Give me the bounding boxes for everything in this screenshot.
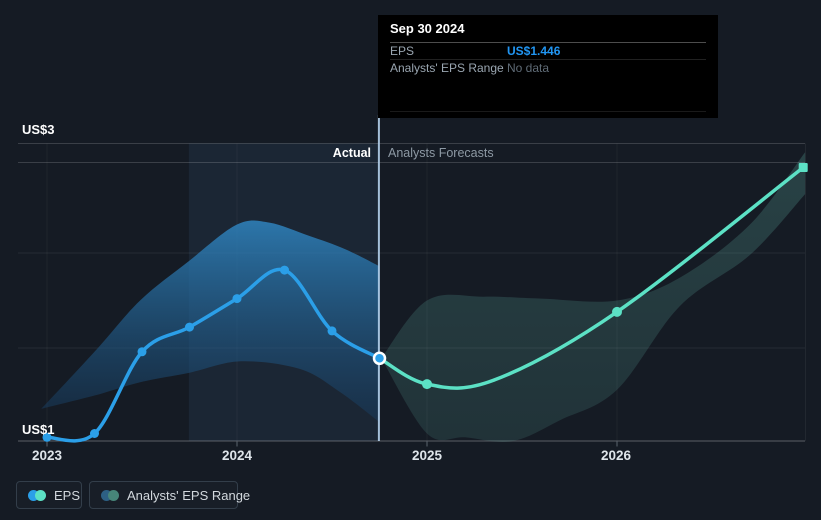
tooltip-bottom-divider: [390, 111, 706, 112]
tooltip-eps-label: EPS: [390, 44, 507, 58]
eps-forecast-point[interactable]: [422, 379, 432, 389]
eps-actual-point[interactable]: [185, 323, 194, 332]
tooltip-range-row: Analysts' EPS Range No data: [390, 60, 706, 76]
tooltip-eps-value: US$1.446: [507, 44, 560, 58]
eps-actual-point[interactable]: [138, 347, 147, 356]
tooltip-eps-row: EPS US$1.446: [390, 43, 706, 60]
x-axis-label-2026: 2026: [591, 448, 641, 463]
legend-item-analysts-eps-range[interactable]: Analysts' EPS Range: [89, 481, 238, 509]
x-axis-label-2024: 2024: [212, 448, 262, 463]
tooltip-range-label: Analysts' EPS Range: [390, 61, 507, 75]
eps-forecast-end-marker[interactable]: [799, 163, 808, 172]
forecasts-section-label: Analysts Forecasts: [388, 147, 494, 160]
tooltip-spacer: [390, 76, 706, 111]
tooltip: Sep 30 2024 EPS US$1.446 Analysts' EPS R…: [378, 15, 718, 118]
eps-actual-point[interactable]: [280, 266, 289, 275]
tooltip-date: Sep 30 2024: [390, 15, 706, 43]
forecast-eps-range-band: [381, 152, 805, 442]
actual-section-label: Actual: [255, 147, 371, 160]
eps-forecast-point[interactable]: [612, 307, 622, 317]
eps-actual-point[interactable]: [233, 294, 242, 303]
eps-actual-point[interactable]: [328, 326, 337, 335]
tooltip-range-value: No data: [507, 61, 549, 75]
eps-actual-point[interactable]: [90, 429, 99, 438]
y-axis-top-label: US$3: [22, 122, 55, 137]
analysts-range-legend-icon: [101, 490, 119, 501]
selected-eps-point[interactable]: [374, 353, 385, 364]
legend-eps-label: EPS: [54, 488, 80, 503]
x-axis-label-2025: 2025: [402, 448, 452, 463]
y-axis-bottom-label: US$1: [22, 422, 55, 437]
legend-range-label: Analysts' EPS Range: [127, 488, 250, 503]
eps-chart-panel: US$3 US$1 Actual Analysts Forecasts 2023…: [0, 0, 821, 520]
legend-item-eps[interactable]: EPS: [16, 481, 82, 509]
x-axis-label-2023: 2023: [22, 448, 72, 463]
eps-legend-icon: [28, 490, 46, 501]
